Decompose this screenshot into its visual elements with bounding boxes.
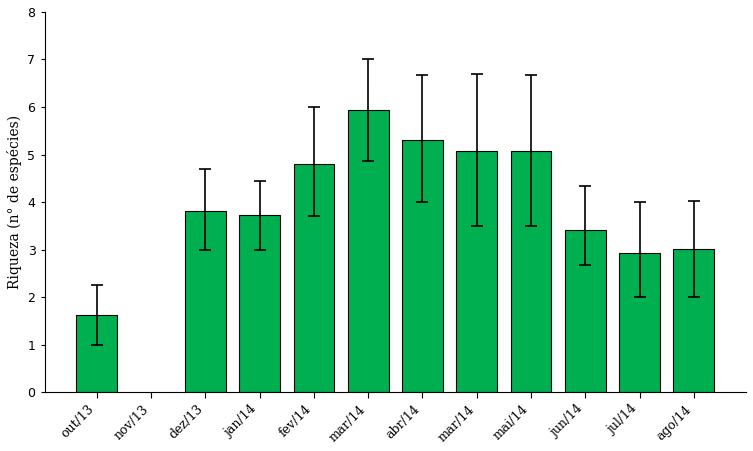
Bar	[619, 253, 660, 392]
Bar	[294, 164, 334, 392]
Bar	[565, 230, 605, 392]
Bar	[185, 211, 226, 392]
Bar	[511, 151, 551, 392]
Bar	[348, 110, 389, 392]
Bar	[76, 315, 117, 392]
Bar	[456, 151, 497, 392]
Y-axis label: Riqueza (n° de espécies): Riqueza (n° de espécies)	[7, 115, 22, 289]
Bar	[673, 249, 714, 392]
Bar	[402, 140, 443, 392]
Bar	[239, 216, 280, 392]
